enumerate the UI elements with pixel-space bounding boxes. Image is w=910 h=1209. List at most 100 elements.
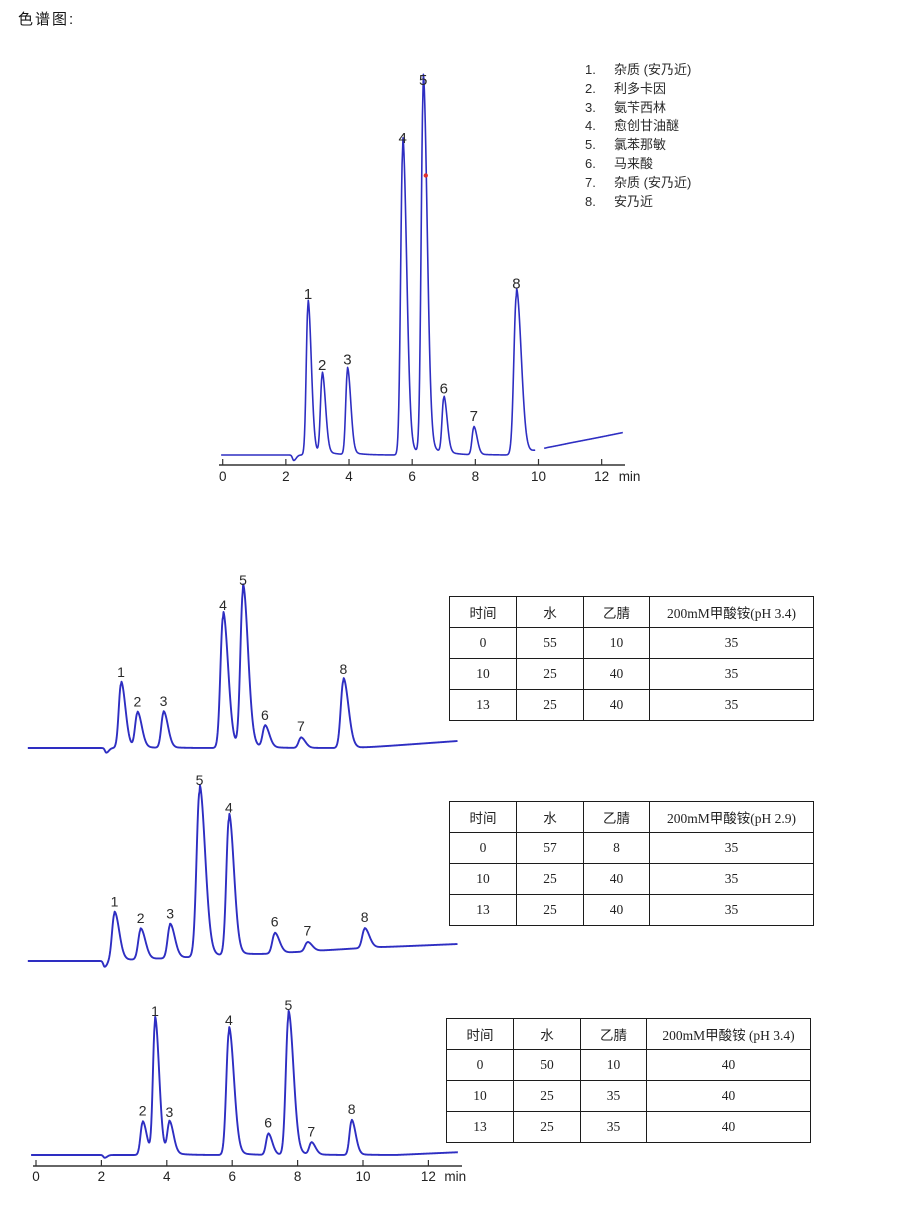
table-header-cell: 200mM甲酸铵 (pH 3.4) <box>646 1018 811 1050</box>
peak-label-8: 8 <box>340 661 348 677</box>
table-cell: 40 <box>646 1080 811 1112</box>
gradient-chromatogram-3: 2 1 3 4 6 5 7 8 0 2 4 6 8 10 12 min <box>30 997 466 1184</box>
table-cell: 40 <box>583 689 650 721</box>
table-header-cell: 水 <box>516 596 584 628</box>
peak-label-7: 7 <box>307 1123 315 1139</box>
table-header-cell: 200mM甲酸铵(pH 3.4) <box>649 596 814 628</box>
legend-label: 安乃近 <box>614 193 654 209</box>
legend-number: 4. <box>585 118 596 134</box>
x-axis-tick-label: 10 <box>355 1169 370 1184</box>
gradient-table-3: 时间水乙腈 200mM甲酸铵 (pH 3.4) 0 50 10 40 10 25 35 40 13 2… <box>446 1018 811 1143</box>
peak-label-4: 4 <box>399 130 407 147</box>
legend-item-1: 1. 杂质 (安乃近) <box>585 61 691 80</box>
legend-item-4: 4. 愈创甘油醚 <box>585 117 691 136</box>
table-cell: 10 <box>449 863 517 895</box>
peak-label-4: 4 <box>219 597 227 613</box>
table-header-cell: 乙腈 <box>583 801 650 833</box>
x-axis-tick-label: 12 <box>594 469 609 484</box>
peak-label-1: 1 <box>304 286 312 303</box>
table-cell: 0 <box>449 627 517 659</box>
table-cell: 40 <box>583 658 650 690</box>
x-axis-unit-label: min <box>444 1169 466 1184</box>
table-cell: 40 <box>583 863 650 895</box>
table-cell: 40 <box>583 894 650 926</box>
x-axis-tick-label: 8 <box>294 1169 302 1184</box>
gradient-table-2-wrap: 时间水乙腈 200mM甲酸铵(pH 2.9) 0 57 8 35 10 25 40 35 13 25 4… <box>449 801 814 926</box>
table-header-cell: 时间 <box>449 801 517 833</box>
peak-label-5: 5 <box>419 72 427 89</box>
legend-number: 6. <box>585 155 596 171</box>
peak-legend: 1. 杂质 (安乃近) 2. 利多卡因 3. 氨苄西林 4. 愈创甘油醚 5. 氯苯那敏 6. 马来酸… <box>585 61 691 211</box>
table-cell: 13 <box>446 1111 514 1143</box>
peak-label-6: 6 <box>440 381 448 398</box>
legend-number: 1. <box>585 62 596 77</box>
table-row: 0 55 10 35 <box>449 627 814 659</box>
table-cell: 35 <box>649 863 814 895</box>
table-row: 0 57 8 35 <box>449 832 814 864</box>
gradient-table-2: 时间水乙腈 200mM甲酸铵(pH 2.9) 0 57 8 35 10 25 40 35 13 25 4… <box>449 801 814 926</box>
table-cell: 25 <box>516 863 584 895</box>
table-cell: 13 <box>449 689 517 721</box>
trace <box>27 784 458 968</box>
peak-label-8: 8 <box>348 1101 356 1117</box>
peak-label-7: 7 <box>470 408 478 425</box>
peak-label-2: 2 <box>318 357 326 374</box>
peak-label-7: 7 <box>297 718 305 734</box>
gradient-table-3-wrap: 时间水乙腈 200mM甲酸铵 (pH 3.4) 0 50 10 40 10 25 35 40 13 2… <box>446 1018 811 1143</box>
table-row: 10 25 35 40 <box>446 1080 811 1112</box>
table-cell: 25 <box>513 1111 581 1143</box>
table-cell: 35 <box>649 832 814 864</box>
table-cell: 55 <box>516 627 584 659</box>
x-axis-unit-label: min <box>619 469 641 484</box>
trace <box>27 583 458 754</box>
table-cell: 40 <box>646 1049 811 1081</box>
peak-label-6: 6 <box>261 707 269 723</box>
table-header-cell: 乙腈 <box>583 596 650 628</box>
peak-label-1: 1 <box>151 1003 159 1019</box>
table-cell: 0 <box>449 832 517 864</box>
x-axis-tick-label: 4 <box>163 1169 171 1184</box>
legend-label: 氯苯那敏 <box>614 137 667 153</box>
table-cell: 35 <box>649 689 814 721</box>
peak-label-3: 3 <box>343 352 351 369</box>
x-axis-tick-label: 6 <box>408 469 416 484</box>
table-cell: 25 <box>513 1080 581 1112</box>
x-axis-tick-label: 10 <box>531 469 546 484</box>
table-cell: 8 <box>583 832 650 864</box>
x-axis-tick-label: 0 <box>32 1169 40 1184</box>
x-axis-tick-label: 2 <box>282 469 290 484</box>
x-axis-tick-label: 2 <box>98 1169 106 1184</box>
table-cell: 57 <box>516 832 584 864</box>
gradient-chromatogram-2: 1 2 3 5 4 6 7 8 <box>27 772 458 968</box>
peak-label-6: 6 <box>264 1114 272 1130</box>
table-cell: 35 <box>649 627 814 659</box>
peak-label-2: 2 <box>134 694 142 710</box>
legend-label: 杂质 (安乃近) <box>614 62 692 77</box>
peak-label-3: 3 <box>166 905 174 921</box>
table-header-cell: 时间 <box>449 596 517 628</box>
peak-label-3: 3 <box>166 1104 174 1120</box>
legend-label: 马来酸 <box>614 155 654 171</box>
table-cell: 10 <box>580 1049 647 1081</box>
legend-label: 杂质 (安乃近) <box>614 174 692 190</box>
legend-item-5: 5. 氯苯那敏 <box>585 136 691 155</box>
peak-label-4: 4 <box>225 800 233 816</box>
table-row: 0 50 10 40 <box>446 1049 811 1081</box>
gradient-table-1: 时间水乙腈 200mM甲酸铵(pH 3.4) 0 55 10 35 10 25 40 35 13 25… <box>449 596 814 721</box>
table-cell: 10 <box>449 658 517 690</box>
peak-label-1: 1 <box>117 664 125 680</box>
table-cell: 13 <box>449 894 517 926</box>
table-cell: 25 <box>516 894 584 926</box>
table-header-cell: 时间 <box>446 1018 514 1050</box>
trace <box>220 73 624 462</box>
trace <box>30 1009 459 1159</box>
legend-item-8: 8. 安乃近 <box>585 193 691 212</box>
table-cell: 25 <box>516 658 584 690</box>
legend-item-2: 2. 利多卡因 <box>585 80 691 99</box>
gradient-table-1-wrap: 时间水乙腈 200mM甲酸铵(pH 3.4) 0 55 10 35 10 25 40 35 13 25… <box>449 596 814 721</box>
page-title: 色谱图: <box>18 11 76 28</box>
table-cell: 10 <box>583 627 650 659</box>
table-cell: 50 <box>513 1049 581 1081</box>
